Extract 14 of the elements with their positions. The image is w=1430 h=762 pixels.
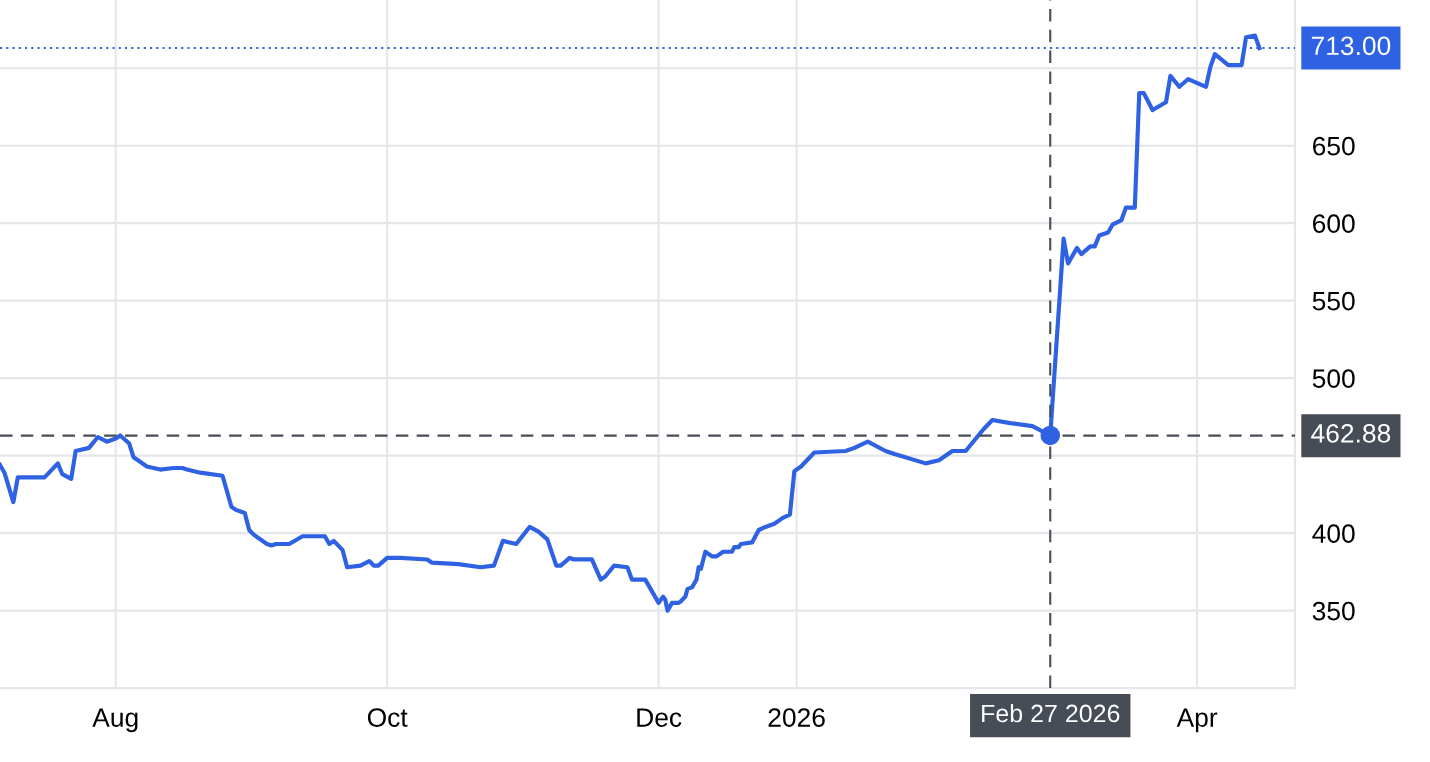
y-tick-label: 550 (1312, 291, 1355, 311)
ref-line-label: 713.00 (1311, 36, 1391, 56)
ref-line-label: 462.88 (1311, 424, 1391, 443)
ref-line-label: Feb 27 2026 (982, 703, 1120, 723)
y-tick-label: 600 (1313, 214, 1355, 233)
x-tick-label: 2026 (768, 708, 825, 727)
y-tick-label: 350 (1312, 601, 1355, 621)
y-tick-label: 500 (1312, 369, 1355, 388)
x-tick-label: Dec (637, 708, 682, 727)
x-tick-label: Aug (92, 708, 138, 733)
x-tick-label: Oct (367, 708, 408, 727)
x-tick-label: Apr (1176, 708, 1218, 733)
y-tick-label: 400 (1312, 524, 1355, 543)
y-tick-label: 650 (1313, 136, 1355, 156)
